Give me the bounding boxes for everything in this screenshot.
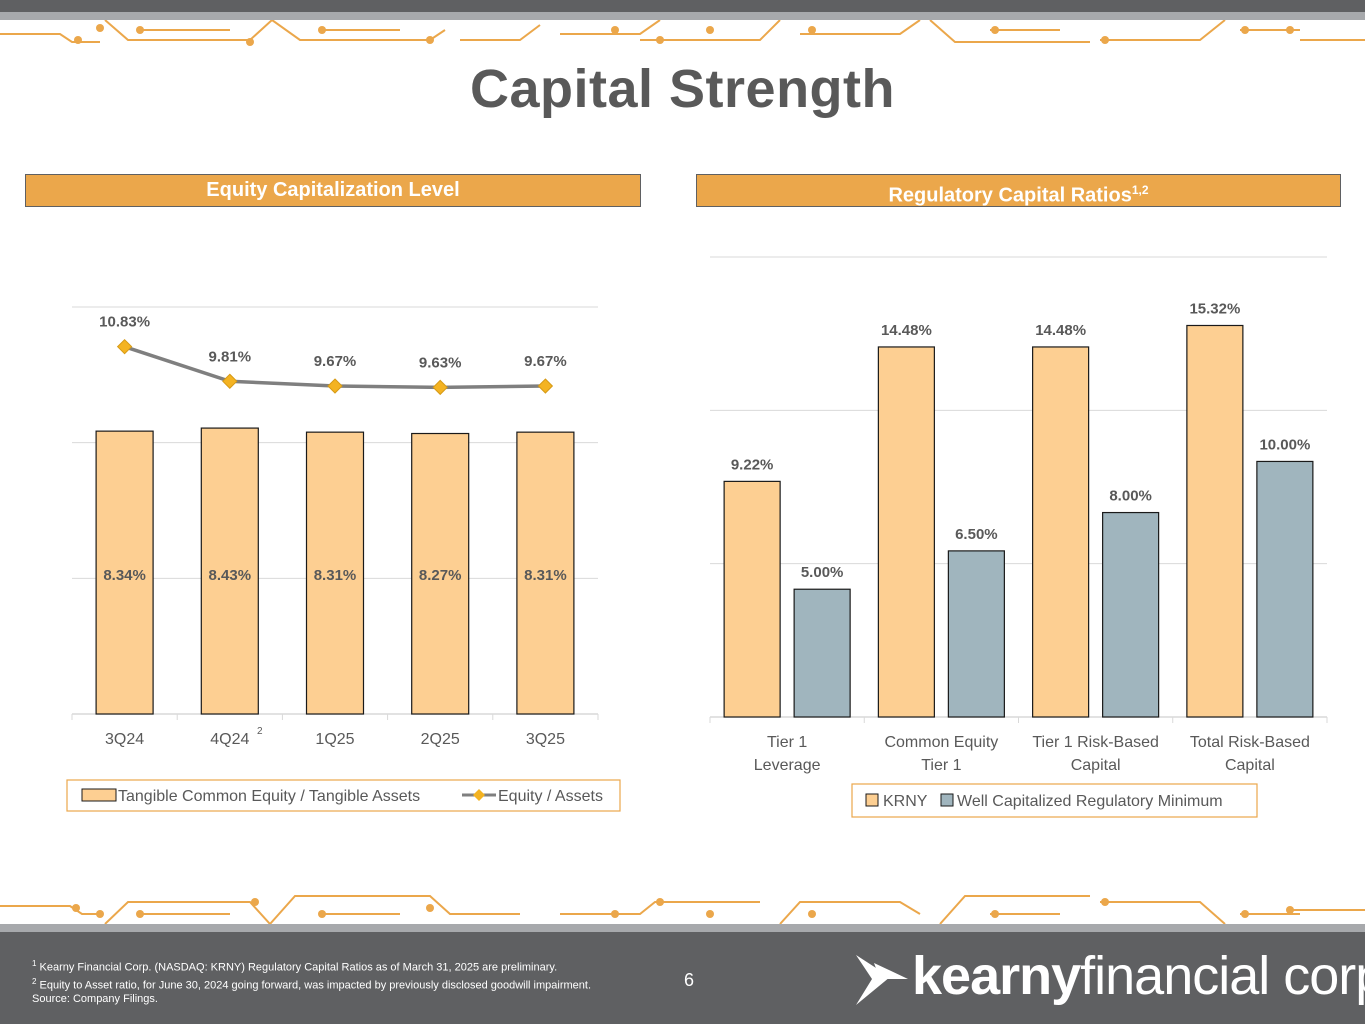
regulatory-minimum-label: 6.50% — [955, 526, 998, 543]
equity-capitalization-chart: 8.34% 3Q24 8.43% 4Q24 2 8.31% 1Q25 8.27% 2Q25 8.3… — [66, 306, 621, 812]
equity-assets-label: 9.67% — [524, 353, 567, 370]
regulatory-minimum-label: 8.00% — [1109, 488, 1152, 505]
equity-assets-marker — [116, 338, 133, 355]
x-tick-label: Tier 1 — [921, 757, 961, 774]
equity-assets-label: 9.81% — [209, 348, 252, 365]
footer — [0, 932, 1365, 1024]
legend-minimum-label: Well Capitalized Regulatory Minimum — [957, 793, 1223, 810]
equity-assets-marker — [327, 378, 343, 394]
tce-bar-label: 8.31% — [314, 567, 357, 584]
krny-bar-label: 15.32% — [1189, 300, 1240, 317]
logo-wordmark: kearnyfinancial corp. — [912, 945, 1365, 1007]
x-tick-label: Tier 1 Risk-Based — [1032, 734, 1159, 751]
krny-bar-label: 14.48% — [1035, 322, 1086, 339]
legend-tce-label: Tangible Common Equity / Tangible Assets — [118, 788, 420, 805]
legend-krny-label: KRNY — [883, 793, 928, 810]
tce-bar — [516, 431, 575, 715]
x-tick-label: Common Equity — [884, 734, 998, 751]
page-number: 6 — [684, 970, 695, 990]
footnotes: 1 Kearny Financial Corp. (NASDAQ: KRNY) … — [32, 957, 591, 1006]
equity-panel-header: Equity Capitalization Level — [25, 174, 641, 207]
top-bar — [0, 0, 1365, 12]
tce-bar-label: 8.34% — [103, 567, 146, 584]
tce-bar — [411, 432, 470, 715]
regulatory-minimum-bar — [793, 588, 851, 718]
x-tick-label: Leverage — [754, 757, 821, 774]
legend-minimum-swatch — [940, 793, 954, 807]
regulatory-minimum-bar — [1102, 511, 1160, 718]
krny-bar — [723, 480, 781, 718]
equity-assets-label: 9.63% — [419, 354, 462, 371]
legend-box — [66, 779, 621, 812]
legend-tce-swatch — [81, 788, 117, 802]
footnote-source: Source: Company Filings. — [32, 993, 158, 1006]
krny-bar — [877, 346, 935, 718]
company-logo: kearnyfinancial corp. — [850, 945, 1365, 1010]
equity-assets-label: 9.67% — [314, 353, 357, 370]
equity-assets-label: 10.83% — [99, 314, 150, 331]
tce-bar-label: 8.43% — [209, 567, 252, 584]
tce-bar-label: 8.27% — [419, 567, 462, 584]
regulatory-panel-sup: 1,2 — [1131, 183, 1149, 197]
logo-wordmark-bold: kearny — [912, 946, 1081, 1006]
x-tick-label: Total Risk-Based — [1190, 734, 1310, 751]
x-tick-label: Capital — [1071, 757, 1121, 774]
regulatory-capital-chart: 9.22% 5.00% Tier 1 Leverage 14.48% 6.50% Commo… — [709, 256, 1328, 818]
equity-assets-marker — [432, 379, 448, 396]
tce-bar — [305, 431, 365, 715]
footer-accent-bar — [0, 924, 1365, 932]
regulatory-minimum-label: 10.00% — [1259, 436, 1310, 453]
krny-bar — [1186, 324, 1244, 718]
tce-bar — [200, 427, 259, 715]
legend-krny-swatch — [865, 793, 879, 807]
circuit-decoration-bottom — [0, 895, 1365, 924]
regulatory-minimum-bar — [1256, 460, 1314, 718]
footnote-2: 2 Equity to Asset ratio, for June 30, 20… — [32, 975, 591, 993]
footnote-1-text: Kearny Financial Corp. (NASDAQ: KRNY) Re… — [39, 961, 558, 974]
tce-bar — [95, 430, 154, 715]
krny-bar-label: 9.22% — [731, 456, 774, 473]
x-tick-label: 2Q25 — [421, 731, 460, 748]
x-tick-label: 4Q24 — [210, 731, 249, 748]
krny-bar — [1032, 346, 1090, 718]
equity-assets-marker — [222, 373, 238, 389]
footnote-2-text: Equity to Asset ratio, for June 30, 2024… — [39, 979, 592, 992]
regulatory-panel-header: Regulatory Capital Ratios1,2 — [696, 174, 1341, 207]
x-tick-label: Tier 1 — [767, 734, 807, 751]
x-tick-sup: 2 — [257, 726, 263, 737]
equity-assets-marker — [537, 378, 554, 394]
regulatory-minimum-bar — [947, 550, 1005, 718]
legend-line-marker — [473, 789, 485, 801]
equity-panel-title: Equity Capitalization Level — [206, 179, 460, 201]
circuit-decoration-top — [0, 20, 1365, 46]
page-title: Capital Strength — [469, 59, 896, 119]
legend-box — [851, 783, 1258, 818]
footnote-2-mark: 2 — [32, 976, 37, 986]
footnote-1-mark: 1 — [32, 959, 37, 968]
footnote-1: 1 Kearny Financial Corp. (NASDAQ: KRNY) … — [32, 957, 591, 975]
krny-bar-label: 14.48% — [881, 322, 932, 339]
legend-equity-label: Equity / Assets — [498, 788, 603, 805]
tce-bar-label: 8.31% — [524, 567, 567, 584]
x-tick-label: 3Q25 — [526, 731, 565, 748]
regulatory-panel-title: Regulatory Capital Ratios — [888, 184, 1132, 207]
x-tick-label: Capital — [1225, 757, 1275, 774]
regulatory-minimum-label: 5.00% — [801, 564, 844, 581]
kearny-arrow-icon — [856, 955, 908, 1005]
x-tick-label: 1Q25 — [315, 731, 354, 748]
logo-wordmark-light: financial corp. — [1080, 946, 1365, 1006]
top-bar-accent — [0, 12, 1365, 20]
x-tick-label: 3Q24 — [105, 731, 144, 748]
